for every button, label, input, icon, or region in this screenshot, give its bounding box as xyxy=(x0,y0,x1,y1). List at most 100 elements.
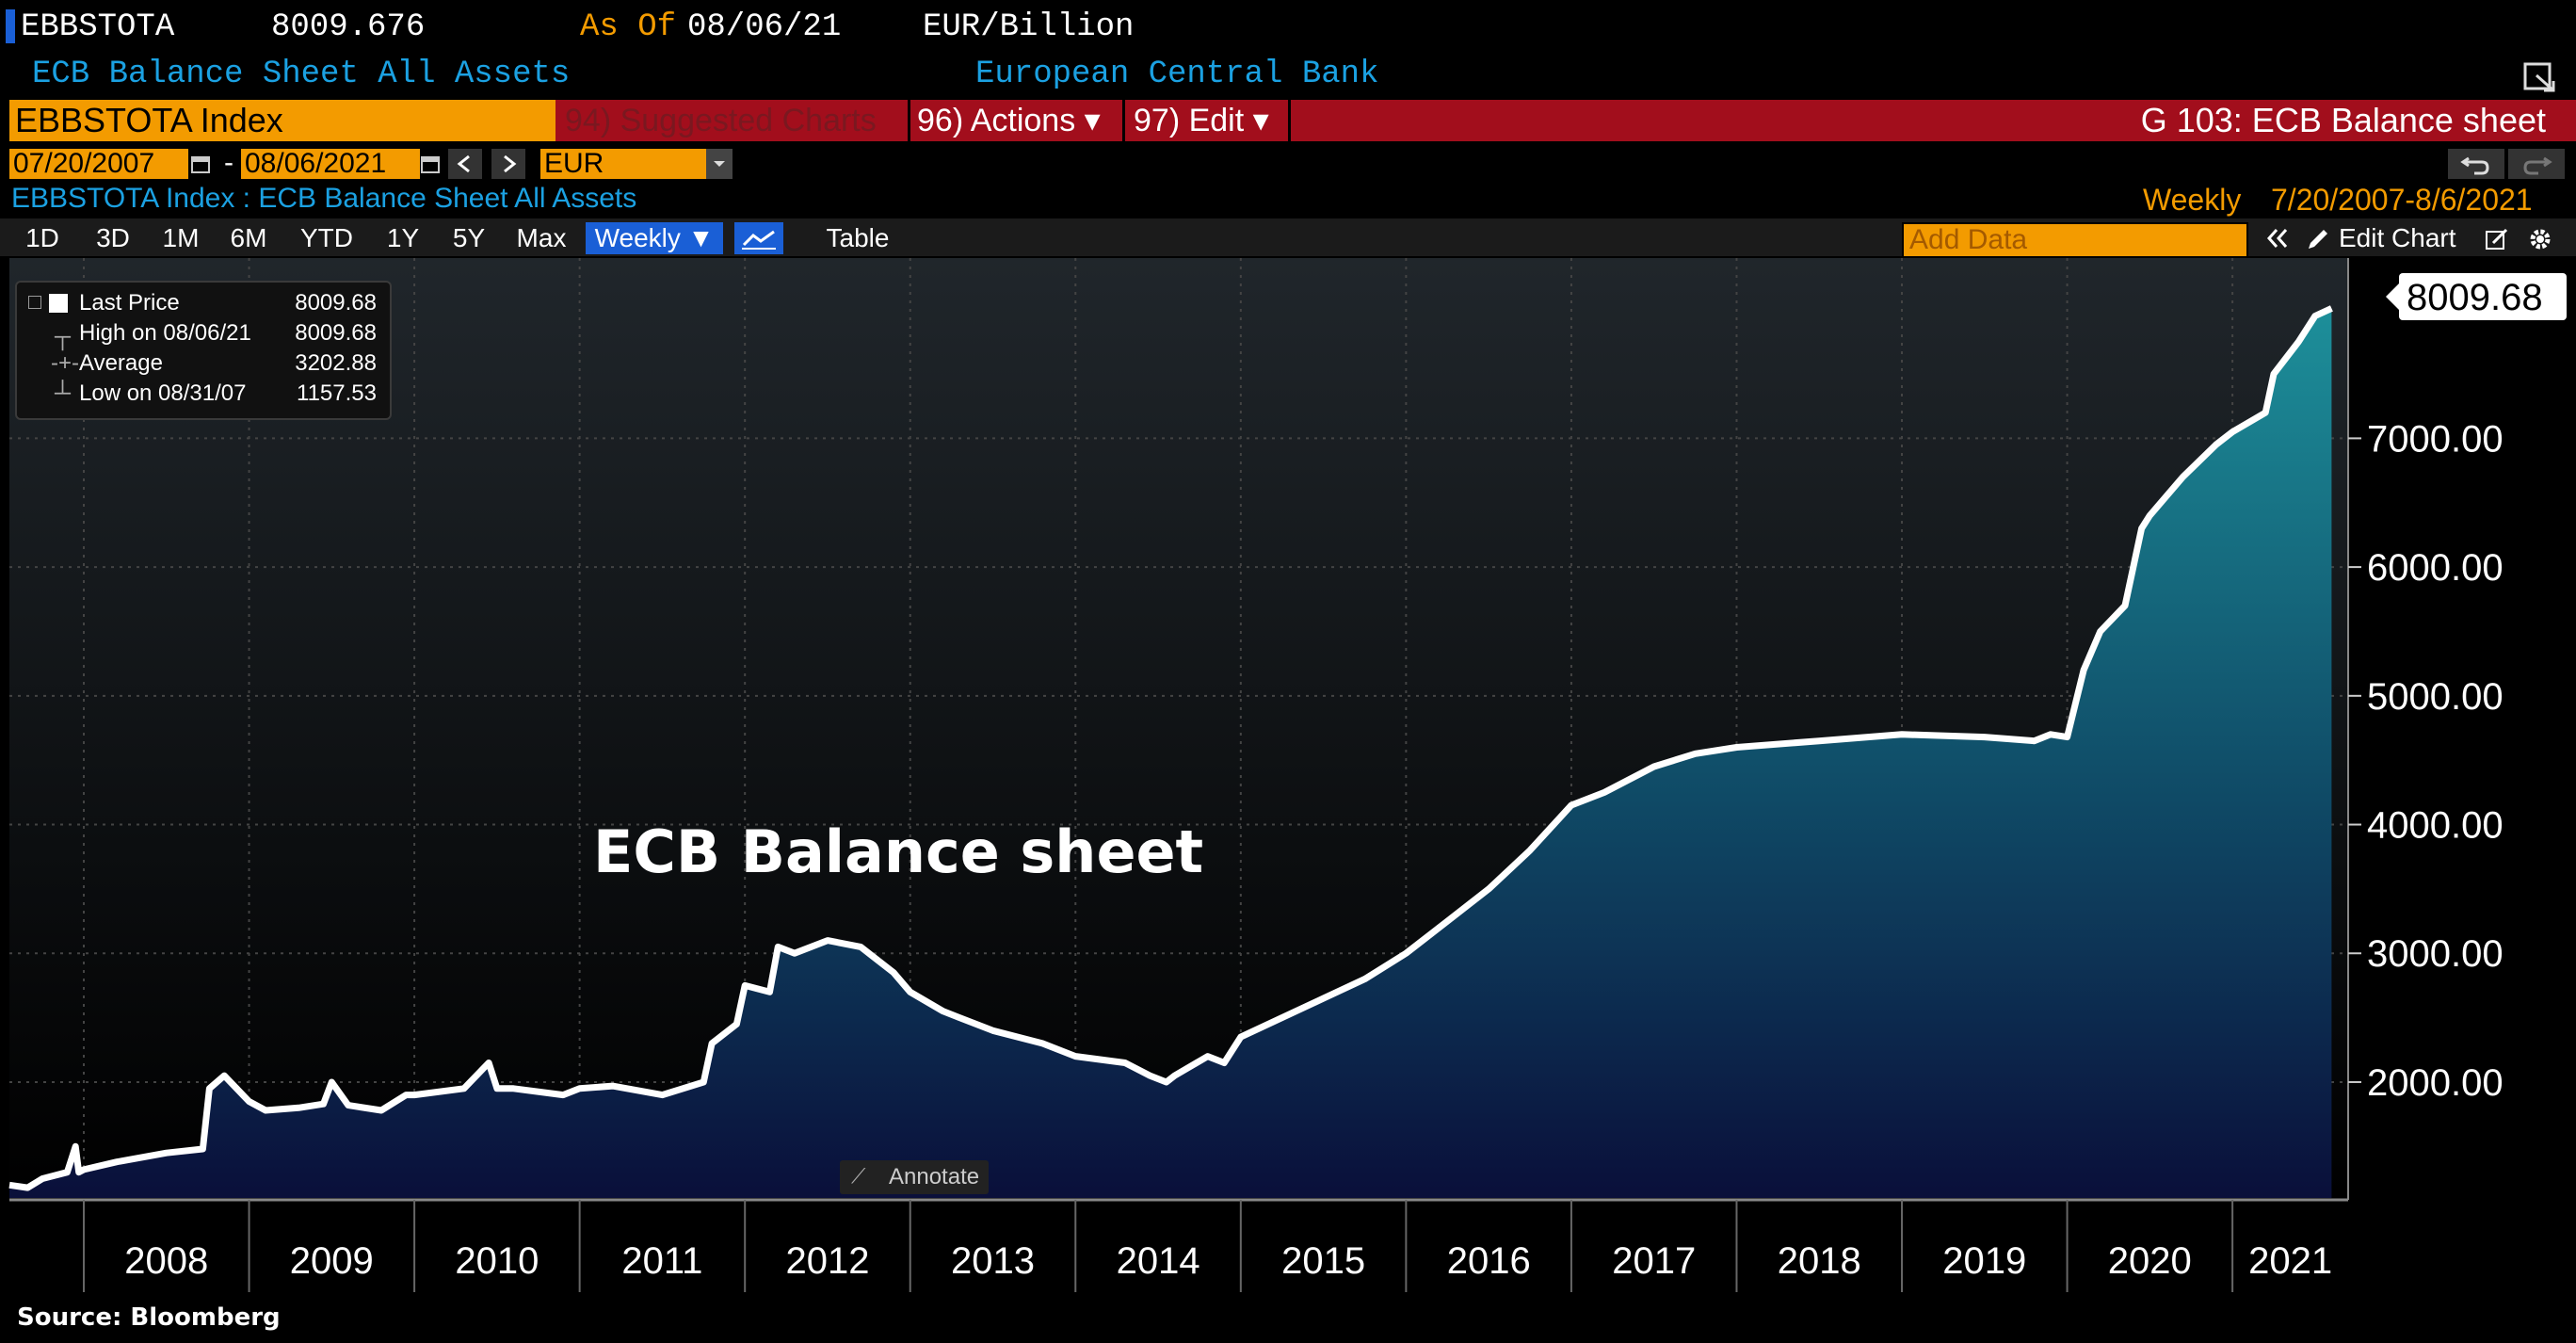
edit-icon[interactable] xyxy=(2484,226,2510,252)
x-tick-label: 2010 xyxy=(455,1240,539,1282)
x-tick-label: 2011 xyxy=(621,1240,702,1282)
chart-title: ECB Balance sheet xyxy=(593,817,1203,886)
last-price: 8009.676 xyxy=(271,9,426,45)
prev-period-button[interactable] xyxy=(448,149,482,179)
security-field-text: EBBSTOTA Index xyxy=(15,101,283,139)
header-row: EBBSTOTA 8009.676 As Of 08/06/21 EUR/Bil… xyxy=(0,0,2576,53)
low-marker-icon: ┴ xyxy=(55,380,72,406)
table-button[interactable]: Table xyxy=(797,222,919,254)
frequency-label: Weekly xyxy=(2143,183,2242,217)
as-of-label: As Of xyxy=(580,9,677,45)
y-tick-label: 3000.00 xyxy=(2367,933,2504,975)
description-row: ECB Balance Sheet All Assets European Ce… xyxy=(0,53,2576,96)
legend-high-label: High on 08/06/21 xyxy=(79,320,251,346)
legend-average-label: Average xyxy=(79,350,163,376)
redo-button[interactable] xyxy=(2508,149,2565,179)
period-button-1y[interactable]: 1Y xyxy=(386,223,420,252)
x-tick-label: 2008 xyxy=(124,1240,208,1282)
edit-chart-button[interactable]: Edit Chart xyxy=(2339,222,2456,254)
units-label: EUR/Billion xyxy=(923,9,1135,45)
edit-menu-label: 97) Edit ▾ xyxy=(1134,103,1269,138)
table-button-label: Table xyxy=(826,223,890,252)
start-date-text: 07/20/2007 xyxy=(13,148,155,179)
popout-icon[interactable] xyxy=(2523,60,2557,92)
calendar-icon[interactable] xyxy=(190,153,211,175)
series-line xyxy=(8,305,2333,1191)
period-button-3d[interactable]: 3D xyxy=(96,223,130,252)
y-tick-label: 2000.00 xyxy=(2367,1062,2504,1104)
pencil-icon[interactable] xyxy=(2305,226,2331,252)
frequency-select-label: Weekly ▼ xyxy=(594,223,715,252)
x-tick-label: 2017 xyxy=(1612,1240,1696,1282)
security-description: ECB Balance Sheet All Assets xyxy=(32,57,571,92)
legend-high-value: 8009.68 xyxy=(295,320,377,346)
period-button-6m[interactable]: 6M xyxy=(230,223,267,252)
badge-pointer xyxy=(2386,283,2399,310)
currency-select[interactable]: EUR xyxy=(540,149,706,179)
divider xyxy=(1288,100,1291,141)
ticker-marker xyxy=(6,9,15,43)
collapse-icon[interactable] xyxy=(2263,224,2292,252)
actions-menu-label: 96) Actions ▾ xyxy=(917,103,1101,138)
end-date-text: 08/06/2021 xyxy=(245,148,387,179)
line-chart-button[interactable] xyxy=(734,222,783,254)
period-button-5y[interactable]: 5Y xyxy=(452,223,486,252)
chart-title-text: G 103: ECB Balance sheet xyxy=(2140,101,2546,139)
line-chart-icon xyxy=(742,230,776,250)
next-period-button[interactable] xyxy=(491,149,525,179)
chart-title-tab[interactable]: G 103: ECB Balance sheet xyxy=(2141,100,2546,141)
x-tick-label: 2013 xyxy=(951,1240,1035,1282)
annotate-button[interactable]: ⟋ Annotate xyxy=(840,1160,989,1194)
source-organization: European Central Bank xyxy=(975,57,1379,92)
legend-last-price-label: Last Price xyxy=(79,290,180,316)
legend-row-average[interactable]: -+- Average 3202.88 xyxy=(17,348,390,379)
suggested-charts-label: 94) Suggested Charts xyxy=(565,103,877,138)
chevron-down-icon[interactable] xyxy=(706,149,733,179)
x-tick-label: 2012 xyxy=(786,1240,870,1282)
legend-row-high[interactable]: ┬ High on 08/06/21 8009.68 xyxy=(17,318,390,349)
legend-box: Last Price 8009.68 ┬ High on 08/06/21 80… xyxy=(15,281,392,420)
legend-row-last-price[interactable]: Last Price 8009.68 xyxy=(17,288,390,318)
currency-text: EUR xyxy=(544,148,604,179)
high-marker-icon: ┬ xyxy=(55,324,72,349)
legend-last-price-value: 8009.68 xyxy=(295,290,377,316)
legend-swatch xyxy=(49,294,68,313)
x-tick-label: 2020 xyxy=(2108,1240,2192,1282)
x-tick-label: 2014 xyxy=(1117,1240,1200,1282)
y-tick-label: 7000.00 xyxy=(2367,418,2504,460)
start-date-field[interactable]: 07/20/2007 xyxy=(9,149,188,179)
last-value-badge: 8009.68 xyxy=(2386,273,2567,320)
undo-button[interactable] xyxy=(2448,149,2504,179)
x-tick-label: 2019 xyxy=(1942,1240,2026,1282)
frequency-select[interactable]: Weekly ▼ xyxy=(586,222,723,254)
command-bar: EBBSTOTA Index 94) Suggested Charts 96) … xyxy=(0,96,2576,143)
y-tick-label: 6000.00 xyxy=(2367,547,2504,589)
add-data-input[interactable]: Add Data xyxy=(1902,222,2248,258)
series-bar: EBBSTOTA Index : ECB Balance Sheet All A… xyxy=(0,181,2576,218)
date-bar: 07/20/2007 - 08/06/2021 EUR xyxy=(0,143,2576,181)
x-tick-label: 2016 xyxy=(1447,1240,1531,1282)
last-value-text: 8009.68 xyxy=(2407,277,2543,318)
collapse-toggle-icon[interactable] xyxy=(28,296,41,309)
edit-menu[interactable]: 97) Edit ▾ xyxy=(1134,100,1284,141)
source-footer: Source: Bloomberg xyxy=(17,1303,281,1332)
period-button-1m[interactable]: 1M xyxy=(162,223,200,252)
as-of-date: 08/06/21 xyxy=(687,9,842,45)
area-fill xyxy=(9,308,2332,1198)
gear-icon[interactable] xyxy=(2527,226,2553,252)
security-field[interactable]: EBBSTOTA Index xyxy=(9,100,555,141)
x-tick-label: 2021 xyxy=(2248,1240,2332,1282)
actions-menu[interactable]: 96) Actions ▾ xyxy=(917,100,1117,141)
suggested-charts-button[interactable]: 94) Suggested Charts xyxy=(557,100,913,141)
period-button-max[interactable]: Max xyxy=(516,223,567,252)
x-tick-label: 2018 xyxy=(1778,1240,1861,1282)
x-tick-label: 2009 xyxy=(290,1240,374,1282)
end-date-field[interactable]: 08/06/2021 xyxy=(241,149,420,179)
legend-row-low[interactable]: ┴ Low on 08/31/07 1157.53 xyxy=(17,379,390,409)
calendar-icon[interactable] xyxy=(420,153,441,175)
period-button-ytd[interactable]: YTD xyxy=(300,223,353,252)
edit-chart-label: Edit Chart xyxy=(2339,223,2456,252)
average-marker-icon: -+- xyxy=(51,350,79,376)
divider xyxy=(1122,100,1125,141)
period-button-1d[interactable]: 1D xyxy=(25,223,59,252)
